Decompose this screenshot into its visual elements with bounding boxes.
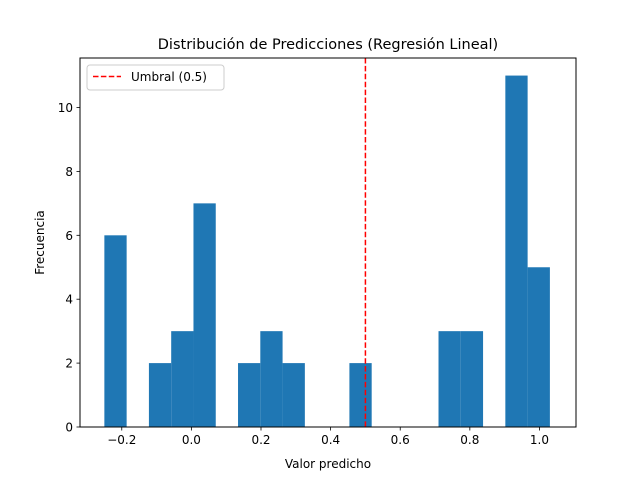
y-tick-label: 8: [65, 165, 73, 179]
x-tick-label: 0.4: [321, 433, 340, 447]
x-axis-label: Valor predicho: [285, 457, 371, 471]
x-axis-ticks: −0.2 0.0 0.2 0.4 0.6 0.8 1.0: [107, 427, 549, 447]
histogram-bar: [148, 363, 172, 427]
histogram-bar: [505, 75, 528, 428]
histogram-bar: [282, 363, 305, 427]
chart-title: Distribución de Predicciones (Regresión …: [158, 37, 498, 53]
plot-frame: [79, 57, 577, 428]
y-axis-label: Frecuencia: [33, 210, 47, 275]
bars-group: [104, 75, 550, 428]
x-tick-label: 0.6: [391, 433, 410, 447]
y-axis-ticks: 0 2 4 6 8 10: [58, 101, 80, 435]
x-tick-label: 0.8: [460, 433, 479, 447]
legend-label: Umbral (0.5): [131, 70, 207, 84]
y-tick-label: 10: [58, 101, 73, 115]
x-tick-label: −0.2: [107, 433, 136, 447]
histogram-bar: [349, 363, 372, 427]
histogram-bar: [171, 331, 194, 427]
histogram-bar: [438, 331, 461, 427]
x-tick-label: 1.0: [530, 433, 549, 447]
y-tick-label: 0: [65, 421, 73, 435]
histogram-bar: [527, 267, 550, 427]
legend-box: [86, 64, 225, 91]
y-tick-label: 2: [65, 357, 73, 371]
histogram-bar: [260, 331, 283, 427]
y-tick-label: 6: [65, 229, 73, 243]
histogram-bar: [104, 235, 127, 427]
x-tick-label: 0.2: [251, 433, 270, 447]
histogram-bar: [460, 331, 484, 427]
x-tick-label: 0.0: [182, 433, 201, 447]
histogram-bar: [193, 203, 216, 427]
histogram-bar: [238, 363, 261, 427]
legend: Umbral (0.5): [86, 64, 225, 91]
y-tick-label: 4: [65, 293, 73, 307]
